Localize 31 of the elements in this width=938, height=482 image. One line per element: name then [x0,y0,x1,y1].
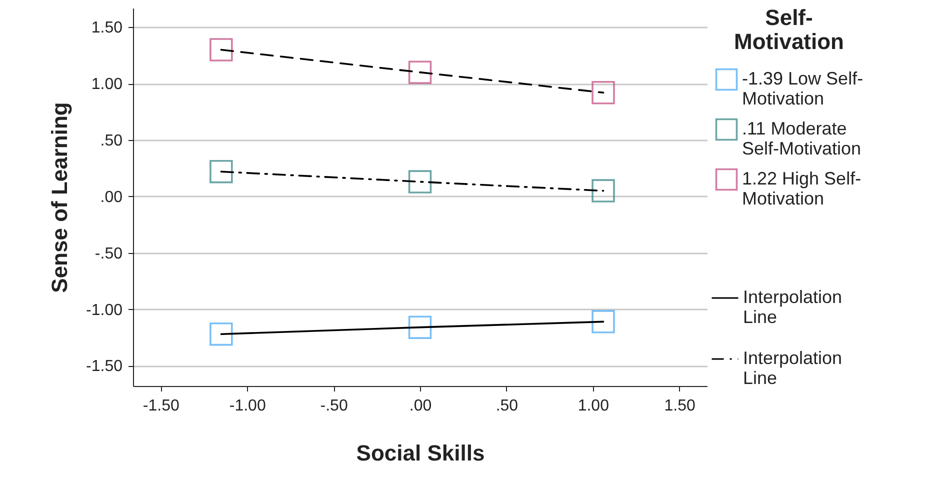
point [408,60,432,84]
legend-label: .11 Moderate Self-Motivation [742,118,862,158]
point [592,310,615,334]
point [592,179,615,202]
y-tick-label: -1.50 [86,358,123,376]
legend-label: Interpolation Line [743,287,842,327]
x-tick-label: 1.00 [578,398,610,414]
point [210,38,233,62]
point [210,160,233,184]
x-axis-title: Social Skills [356,440,485,466]
y-axis-title: Sense of Learning [47,102,72,293]
point [210,322,233,346]
x-tick-label: .50 [496,398,518,414]
legend-label: Interpolation Line [743,348,842,388]
y-tick-label: .00 [100,188,123,206]
x-tick-label: .00 [409,398,432,414]
y-tick-label: -1.00 [86,302,123,319]
legend-label: 1.22 High Self-Motivation [742,168,862,208]
legend-label: -1.39 Low Self-Motivation [742,68,864,108]
x-tick-label: 1.50 [664,398,696,414]
point [408,316,432,339]
y-tick-label: 1.50 [91,20,123,37]
x-tick-label: -1.50 [142,398,180,414]
x-tick-label: -.50 [320,398,348,414]
legend-title: Self-Motivation [734,5,844,54]
point [408,170,432,194]
x-tick-label: -1.00 [229,398,266,414]
y-tick-label: -.50 [94,245,123,262]
y-tick-label: .50 [100,132,123,150]
point [592,81,615,104]
y-tick-label: 1.00 [91,76,123,94]
